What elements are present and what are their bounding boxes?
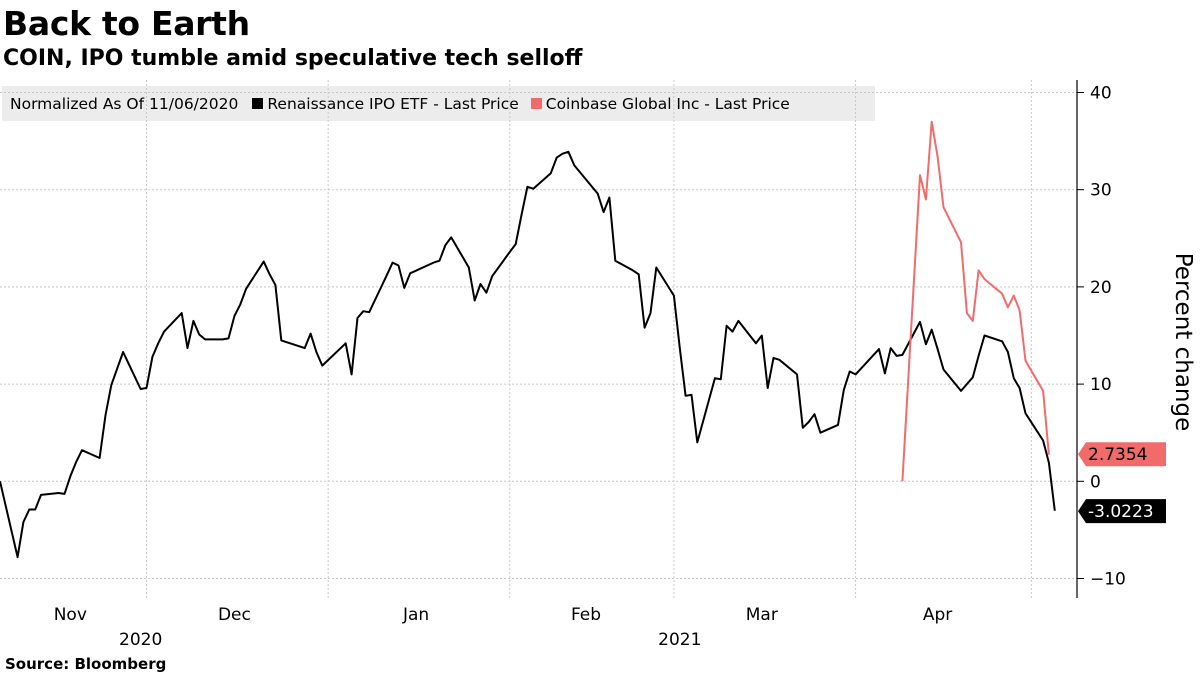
x-tick-label: Feb [571,605,601,625]
legend-note: Normalized As Of 11/06/2020 [10,94,239,113]
y-tick-label: 10 [1090,375,1112,395]
x-tick-label: Jan [402,605,429,625]
last-value-tag-coinbase [1078,442,1166,467]
y-tick-label: −10 [1090,570,1126,590]
y-tick-label: 0 [1090,472,1101,492]
x-tick-label: Nov [54,605,87,625]
gridlines [0,80,1077,598]
legend-label-coinbase: Coinbase Global Inc - Last Price [545,94,790,113]
legend-swatch-renaissance-ipo [252,98,264,109]
last-value-labels: -3.0223 2.7354 [1078,442,1166,524]
x-tick-label: Dec [218,605,251,625]
legend-label-renaissance-ipo: Renaissance IPO ETF - Last Price [267,94,519,113]
x-year-label: 2021 [658,630,701,650]
chart-subtitle: COIN, IPO tumble amid speculative tech s… [3,46,583,71]
y-tick-label: 20 [1090,278,1112,298]
x-tick-label: Apr [923,605,952,625]
last-value-tag-renaissance-ipo [1078,499,1166,524]
last-value-label-coinbase: 2.7354 [1088,445,1147,465]
series-line-coinbase [901,120,1050,482]
y-tick-label: 30 [1090,181,1112,201]
source-note: Source: Bloomberg [5,655,167,673]
legend-swatch-coinbase [530,98,542,109]
chart-title: Back to Earth [3,4,250,43]
x-tick-label: Mar [746,605,778,625]
x-axis: Nov Dec Jan Feb Mar Apr 2020 2021 [54,605,953,650]
x-year-label: 2020 [119,630,162,650]
y-axis: 40 30 20 10 0 −10 [1076,80,1126,598]
series-lines [0,120,1056,559]
y-tick-label: 40 [1090,84,1112,104]
legend-item-renaissance-ipo: Renaissance IPO ETF - Last Price [252,94,519,113]
legend-item-coinbase: Coinbase Global Inc - Last Price [530,94,790,113]
series-line-renaissance-ipo [0,150,1056,559]
last-value-label-renaissance-ipo: -3.0223 [1088,502,1154,522]
y-axis-label: Percent change [1170,253,1196,432]
legend: Normalized As Of 11/06/2020 Renaissance … [2,86,875,121]
